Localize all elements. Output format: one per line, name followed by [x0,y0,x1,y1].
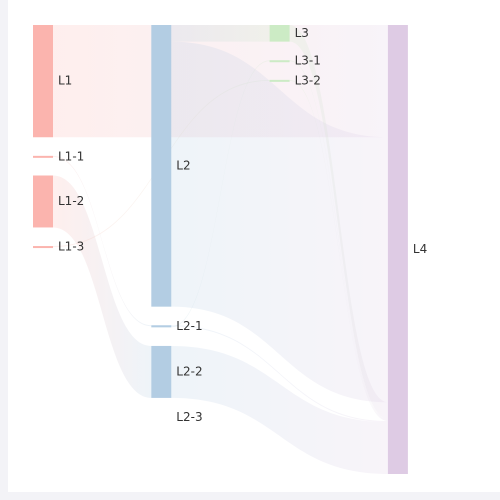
node-label: L3-2 [295,73,321,87]
node [33,246,53,249]
link [289,60,388,420]
nodes: L1 L1-1 L1-2 L1-3 L2 L2-1 L2-2 L2-3 L3 L3-1 L3-2 L4 [33,25,427,474]
node [151,25,172,307]
links [53,25,388,474]
node-label: L3 [295,26,309,40]
link [53,175,152,398]
node [269,60,290,63]
node [33,25,53,138]
node-label: L1-3 [58,240,84,254]
link [171,60,270,328]
node [387,25,408,474]
node [151,325,172,328]
node-label: L4 [413,242,427,256]
node-label: L2-2 [176,364,202,378]
link [289,79,388,421]
node-label: L3-1 [295,54,321,68]
node [269,25,290,42]
link [53,155,152,327]
node [151,345,172,398]
node [33,155,53,158]
node [33,175,53,228]
node-label: L1 [58,74,72,88]
node-label: L1-2 [58,194,84,208]
link [171,345,388,474]
node-label: L2-1 [176,319,202,333]
node-label: L2-3 [176,410,202,424]
link [171,25,270,42]
link [289,25,388,419]
link [171,325,388,423]
node [269,79,290,82]
node-label: L2 [176,158,190,172]
link [171,41,388,403]
node-label: L1-1 [58,149,84,163]
